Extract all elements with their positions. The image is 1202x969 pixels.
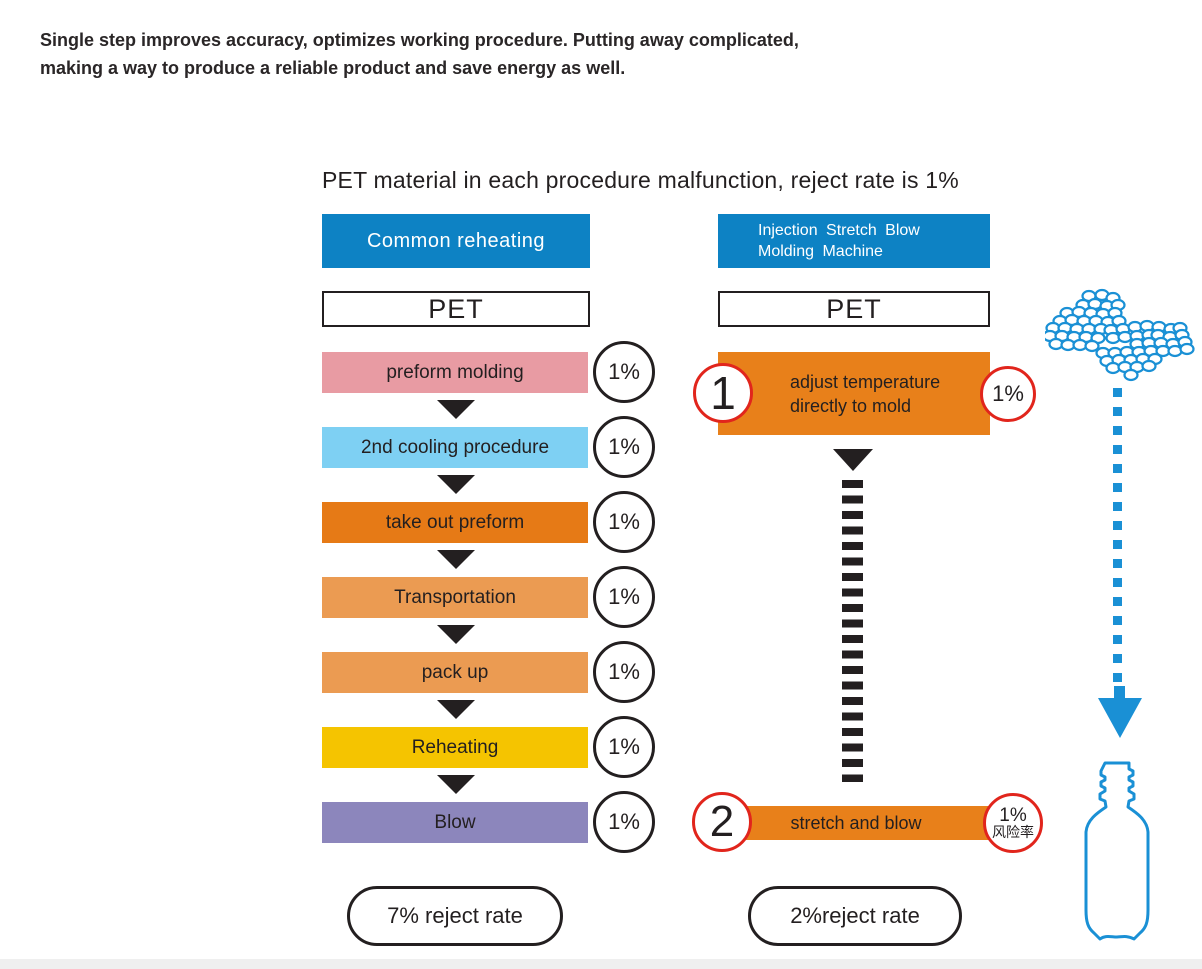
down-arrow-icon — [437, 625, 475, 644]
right-step-number-circle-1: 1 — [693, 363, 753, 423]
left-step-box-2: 2nd cooling procedure — [322, 427, 588, 468]
down-arrow-icon — [437, 550, 475, 569]
intro-text: Single step improves accuracy, optimizes… — [40, 26, 799, 82]
right-step-rate-circle-1: 1% — [980, 366, 1036, 422]
right-step-number-circle-2: 2 — [692, 792, 752, 852]
right-step-box-2: stretch and blow — [722, 806, 990, 840]
right-material-box: PET — [718, 291, 990, 327]
down-arrow-icon — [833, 449, 873, 471]
left-result-pill: 7% reject rate — [347, 886, 563, 946]
left-step-rate-circle-6: 1% — [593, 716, 655, 778]
right-header-line2: Molding Machine — [758, 243, 883, 260]
right-step1-line1: adjust temperature — [790, 371, 941, 392]
dashed-connector-line — [842, 480, 863, 782]
left-step-rate-circle-3: 1% — [593, 491, 655, 553]
pet-bottle-icon — [1084, 761, 1150, 941]
right-step1-line2: directly to mold — [790, 395, 912, 416]
down-arrow-icon — [437, 400, 475, 419]
bottom-divider-band — [0, 959, 1202, 969]
intro-line2: making a way to produce a reliable produ… — [40, 58, 626, 78]
left-step-rate-circle-5: 1% — [593, 641, 655, 703]
left-step-box-7: Blow — [322, 802, 588, 843]
right-header-label: Injection Stretch Blow Molding Machine — [758, 220, 920, 262]
down-arrow-icon — [437, 475, 475, 494]
intro-line1: Single step improves accuracy, optimizes… — [40, 30, 799, 50]
left-step-label-6: Reheating — [411, 736, 499, 758]
left-step-label-1: preform molding — [386, 361, 524, 383]
left-step-label-3: take out preform — [385, 511, 525, 533]
left-step-rate-circle-7: 1% — [593, 791, 655, 853]
right-step2-label: stretch and blow — [790, 812, 922, 833]
left-step-label-5: pack up — [421, 661, 489, 683]
left-step-box-1: preform molding — [322, 352, 588, 393]
right-header-line1: Injection Stretch Blow — [758, 222, 920, 239]
right-step-rate-circle-2: 1% 风险率 — [983, 793, 1043, 853]
left-step-rate-circle-1: 1% — [593, 341, 655, 403]
right-column-header: Injection Stretch Blow Molding Machine — [718, 214, 990, 268]
blue-dashed-line — [1113, 388, 1122, 684]
down-arrow-icon — [437, 700, 475, 719]
left-step-box-6: Reheating — [322, 727, 588, 768]
polymer-granules-icon — [1045, 288, 1195, 382]
right-result-pill: 2%reject rate — [748, 886, 962, 946]
blue-arrow-stem — [1114, 686, 1125, 700]
left-column-header: Common reheating — [322, 214, 590, 268]
left-step-box-5: pack up — [322, 652, 588, 693]
down-arrow-icon — [437, 775, 475, 794]
left-step-rate-circle-4: 1% — [593, 566, 655, 628]
risk-rate-caption: 风险率 — [992, 824, 1034, 840]
left-step-label-4: Transportation — [394, 586, 516, 608]
left-header-label: Common reheating — [366, 229, 546, 252]
right-step-box-1: adjust temperature directly to mold — [718, 352, 990, 435]
left-step-label-7: Blow — [434, 811, 476, 833]
left-step-box-4: Transportation — [322, 577, 588, 618]
left-step-box-3: take out preform — [322, 502, 588, 543]
left-step-rate-circle-2: 1% — [593, 416, 655, 478]
blue-down-arrow-icon — [1098, 698, 1142, 738]
left-step-label-2: 2nd cooling procedure — [360, 436, 550, 458]
diagram-title: PET material in each procedure malfuncti… — [322, 167, 959, 193]
left-material-box: PET — [322, 291, 590, 327]
